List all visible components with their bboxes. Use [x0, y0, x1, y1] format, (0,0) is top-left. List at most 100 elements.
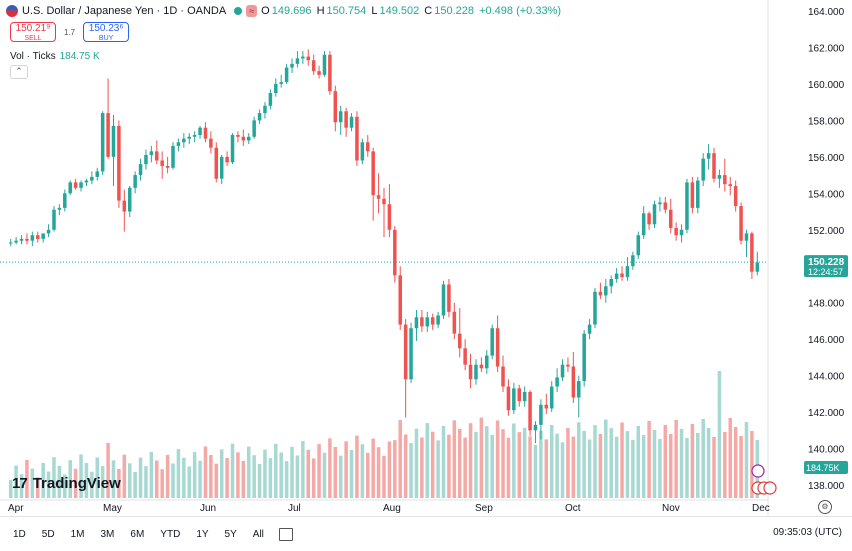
volume-bar: [274, 443, 278, 498]
volume-bar: [652, 430, 657, 498]
tv-logo-icon: 17: [12, 475, 28, 492]
volume-bar: [290, 446, 294, 498]
timeframe-5d[interactable]: 5D: [41, 528, 55, 540]
candle-body: [111, 125, 116, 157]
candle-body: [544, 404, 549, 409]
volume-bar: [577, 422, 581, 498]
candle-body: [555, 377, 559, 387]
timeframe-6m[interactable]: 6M: [130, 528, 145, 540]
volume-bar: [490, 434, 494, 498]
candlesticks: [8, 49, 760, 444]
candle-body: [171, 145, 175, 168]
alert-toggle-icon[interactable]: ≈: [246, 5, 258, 17]
candle-body: [582, 333, 586, 382]
volume-bar: [533, 445, 538, 498]
volume-bar: [733, 427, 738, 498]
volume-bar: [279, 452, 283, 498]
volume-bar: [252, 455, 256, 498]
candle-body: [717, 175, 722, 179]
volume-bar: [696, 433, 700, 498]
volume-bar: [474, 431, 478, 498]
price-tick-label: 138.000: [808, 481, 845, 492]
volume-bar: [246, 446, 251, 498]
countdown-value: 12:24:57: [808, 267, 843, 277]
candle-body: [571, 366, 576, 398]
candle-body: [663, 202, 668, 210]
candle-body: [398, 275, 402, 325]
volume-bars: [8, 371, 760, 498]
candle-body: [674, 227, 678, 236]
timeframe-ytd[interactable]: YTD: [160, 528, 181, 540]
candle-body: [268, 93, 273, 106]
collapse-legend-button[interactable]: ⌃: [10, 65, 28, 79]
settings-gear-icon[interactable]: ⚙: [818, 500, 832, 514]
candle-body: [382, 198, 386, 205]
volume-bar: [658, 439, 662, 498]
candle-body: [230, 134, 235, 163]
calendar-icon[interactable]: [278, 527, 293, 541]
candle-body: [284, 67, 289, 83]
candle-body: [490, 328, 494, 356]
time-tick-label: Oct: [565, 503, 581, 514]
candle-body: [625, 266, 630, 278]
candle-body: [182, 138, 186, 143]
candle-body: [165, 165, 170, 168]
candle-body: [604, 286, 608, 296]
volume-bar: [52, 457, 56, 498]
candle-body: [241, 136, 246, 141]
volume-bar: [171, 463, 175, 498]
volume-bar: [182, 457, 186, 498]
candle-body: [155, 151, 159, 161]
volume-bar: [360, 444, 365, 498]
volume-bar: [263, 449, 267, 498]
volume-bar: [144, 466, 148, 498]
timeframe-1d[interactable]: 1D: [13, 528, 26, 540]
volume-bar: [382, 455, 386, 498]
volume-bar: [306, 449, 311, 498]
volume-bar: [106, 443, 110, 498]
usd-jpy-flag-icon: [6, 5, 18, 17]
timeframe-5y[interactable]: 5Y: [224, 528, 237, 540]
candle-body: [506, 386, 511, 411]
candle-body: [647, 213, 651, 225]
volume-bar: [214, 463, 219, 498]
price-axis: 138.000 140.000 142.000 144.000 146.000 148.0…: [767, 0, 845, 516]
timeframe-1m[interactable]: 1M: [70, 528, 85, 540]
candle-body: [452, 311, 457, 334]
volume-bar: [100, 466, 105, 498]
volume-bar: [641, 435, 646, 498]
candle-body: [744, 233, 749, 241]
sell-button[interactable]: 150.21⁹ SELL: [10, 22, 56, 42]
tradingview-logo: 17 TradingView: [12, 475, 121, 492]
candle-body: [322, 54, 327, 75]
candle-body: [52, 209, 56, 230]
volume-bar: [79, 454, 83, 498]
volume-bar: [209, 455, 213, 498]
volume-bar: [517, 432, 522, 498]
volume-bar: [165, 454, 170, 498]
volume-bar: [549, 425, 554, 498]
candle-body: [30, 235, 35, 241]
candle-body: [560, 364, 565, 378]
volume-bar: [598, 433, 603, 498]
volume-bar: [495, 420, 500, 498]
volume-bar: [398, 420, 402, 498]
candle-body: [658, 202, 662, 205]
volume-bar: [560, 442, 565, 498]
volume-bar: [609, 428, 613, 498]
volume-bar: [452, 420, 457, 498]
volume-bar: [95, 457, 100, 498]
candle-body: [100, 113, 105, 172]
candle-body: [219, 156, 224, 179]
volume-bar: [409, 443, 413, 498]
time-tick-label: Aug: [383, 503, 401, 514]
timeframe-3m[interactable]: 3M: [100, 528, 115, 540]
candle-body: [393, 229, 397, 276]
timeframe-1y[interactable]: 1Y: [196, 528, 209, 540]
volume-bar: [506, 437, 511, 498]
time-tick-label: Jul: [288, 503, 301, 514]
timeframe-all[interactable]: All: [252, 528, 264, 540]
buy-button[interactable]: 150.23⁶ BUY: [83, 22, 130, 42]
volume-bar: [219, 449, 224, 498]
